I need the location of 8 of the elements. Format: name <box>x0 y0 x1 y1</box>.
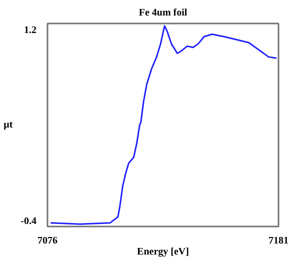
y-tick-label: -0.4 <box>20 216 37 228</box>
x-tick-label: 7076 <box>38 236 58 246</box>
y-tick-label: 1.2 <box>24 24 36 36</box>
chart-title: Fe 4um foil <box>138 8 188 18</box>
x-axis-title: Energy [eV] <box>137 246 189 258</box>
line-series <box>50 25 278 225</box>
x-tick-label: 7181 <box>268 236 288 246</box>
y-axis-title: μt <box>4 120 14 130</box>
